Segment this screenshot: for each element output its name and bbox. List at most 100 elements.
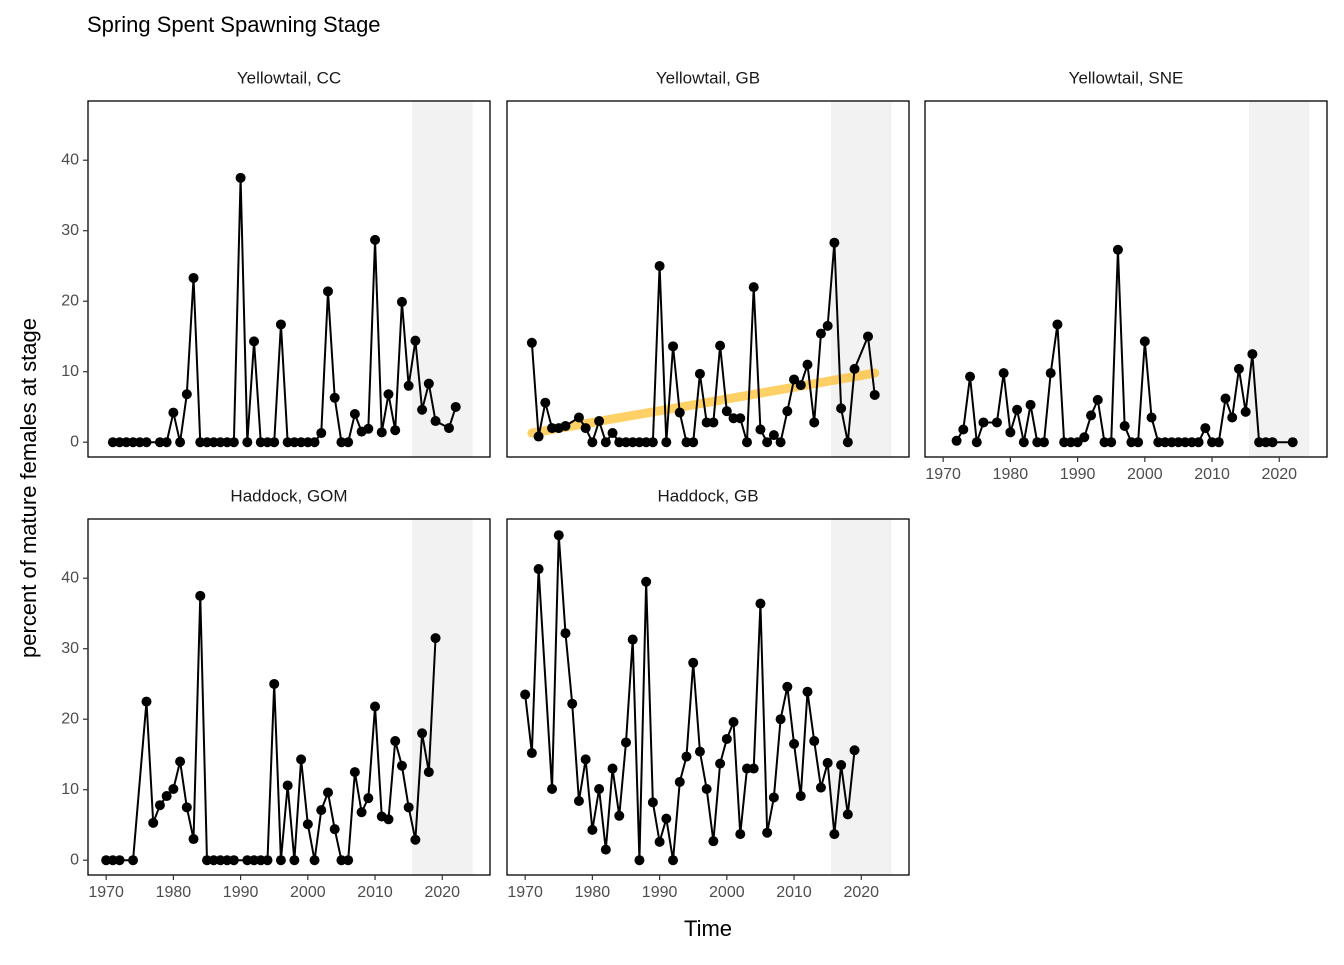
x-tick-label: 2000 — [1127, 466, 1163, 483]
data-point — [289, 855, 300, 866]
data-point — [417, 404, 428, 415]
data-point — [600, 437, 611, 448]
data-point — [383, 814, 394, 825]
data-point — [1018, 437, 1029, 448]
data-point — [383, 389, 394, 400]
data-point — [343, 855, 354, 866]
data-point — [161, 791, 172, 802]
data-point — [560, 420, 571, 431]
data-point — [965, 371, 976, 382]
data-point — [587, 824, 598, 835]
panel-border — [87, 100, 491, 458]
data-point — [1086, 410, 1097, 421]
data-point — [181, 802, 192, 813]
data-point — [390, 736, 401, 747]
data-point — [614, 810, 625, 821]
data-point — [403, 380, 414, 391]
chart-title: Spring Spent Spawning Stage — [87, 12, 381, 37]
facet-panel: Yellowtail, SNE 1970 1980 1990 2000 2010 2020 — [924, 68, 1328, 483]
data-point — [594, 783, 605, 794]
data-point — [309, 855, 320, 866]
data-point — [782, 406, 793, 417]
x-tick-label: 2010 — [776, 884, 812, 901]
data-point — [322, 286, 333, 297]
data-point — [836, 403, 847, 414]
data-point — [228, 437, 239, 448]
data-point — [553, 530, 564, 541]
y-tick-label: 30 — [61, 222, 79, 239]
x-tick-label: 2010 — [1194, 466, 1230, 483]
data-point — [802, 359, 813, 370]
data-point — [370, 701, 381, 712]
y-tick-label: 20 — [61, 710, 79, 727]
data-point — [991, 417, 1002, 428]
data-point — [768, 430, 779, 441]
data-point — [802, 686, 813, 697]
data-point — [1146, 412, 1157, 423]
data-point — [1133, 437, 1144, 448]
x-tick-label: 1990 — [1060, 466, 1096, 483]
data-point — [349, 767, 360, 778]
y-tick-label: 0 — [70, 433, 79, 450]
x-tick-label: 2010 — [357, 884, 393, 901]
data-point — [654, 260, 665, 271]
y-tick-label: 10 — [61, 781, 79, 798]
data-point — [1247, 349, 1258, 360]
data-point — [573, 412, 584, 423]
data-point — [842, 437, 853, 448]
panel-border — [506, 100, 910, 458]
data-point — [188, 834, 199, 845]
data-point — [869, 389, 880, 400]
x-axis-title: Time — [684, 916, 732, 941]
x-tick-label: 1980 — [156, 884, 192, 901]
data-point — [694, 368, 705, 379]
facet-title: Haddock, GOM — [230, 486, 347, 505]
data-point — [789, 738, 800, 749]
facet-title: Yellowtail, GB — [656, 68, 760, 87]
data-point — [228, 855, 239, 866]
data-point — [1220, 393, 1231, 404]
data-point — [114, 855, 125, 866]
highlight-band — [1249, 101, 1310, 457]
data-point — [688, 657, 699, 668]
highlight-band — [412, 101, 473, 457]
panel-border — [87, 518, 491, 876]
data-point — [634, 855, 645, 866]
data-point — [1005, 427, 1016, 438]
data-point — [748, 763, 759, 774]
data-point — [647, 437, 658, 448]
data-point — [322, 787, 333, 798]
data-point — [1025, 399, 1036, 410]
data-point — [728, 717, 739, 728]
data-point — [1106, 437, 1117, 448]
data-point — [1287, 437, 1298, 448]
data-point — [978, 417, 989, 428]
data-point — [403, 802, 414, 813]
data-point — [627, 634, 638, 645]
data-point — [580, 423, 591, 434]
data-point — [741, 437, 752, 448]
data-point — [526, 748, 537, 759]
y-tick-label: 10 — [61, 363, 79, 380]
facet-title: Yellowtail, SNE — [1069, 68, 1184, 87]
data-point — [748, 282, 759, 293]
data-point — [694, 746, 705, 757]
data-point — [316, 428, 327, 439]
data-point — [715, 340, 726, 351]
data-point — [410, 834, 421, 845]
data-point — [168, 407, 179, 418]
x-tick-label: 1970 — [507, 884, 543, 901]
data-point — [735, 413, 746, 424]
data-point — [370, 234, 381, 245]
data-point — [674, 407, 685, 418]
data-point — [708, 836, 719, 847]
data-point — [775, 437, 786, 448]
x-tick-label: 1980 — [575, 884, 611, 901]
data-point — [815, 782, 826, 793]
data-point — [958, 424, 969, 435]
x-tick-label: 1990 — [642, 884, 678, 901]
data-point — [1227, 412, 1238, 423]
y-tick-label: 0 — [70, 851, 79, 868]
data-point — [1233, 363, 1244, 374]
data-point — [430, 416, 441, 427]
